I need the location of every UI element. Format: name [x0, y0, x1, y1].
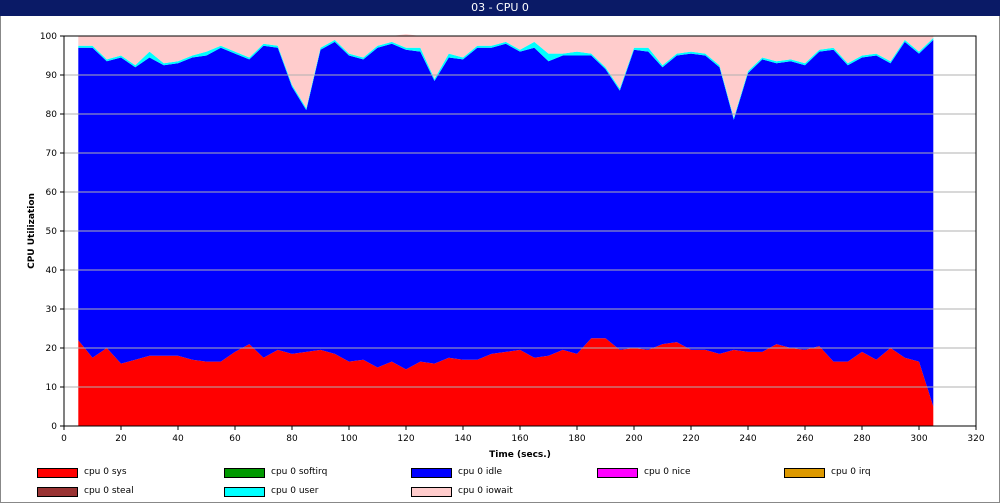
y-tick-label: 80 — [46, 110, 58, 120]
x-tick-label: 120 — [397, 434, 414, 444]
gridlines — [64, 74, 976, 388]
legend-label: cpu 0 sys — [84, 467, 127, 477]
x-tick-label: 60 — [229, 434, 241, 444]
legend-label: cpu 0 nice — [644, 467, 691, 477]
legend-swatch — [224, 487, 265, 497]
legend-swatch — [37, 487, 78, 497]
window-title: 03 - CPU 0 — [0, 0, 1000, 16]
x-tick-label: 140 — [454, 434, 471, 444]
legend-label: cpu 0 iowait — [458, 486, 513, 496]
legend-label: cpu 0 irq — [831, 467, 871, 477]
x-tick-label: 0 — [61, 434, 67, 444]
y-tick-label: 70 — [46, 149, 58, 159]
legend-swatch — [597, 468, 638, 478]
x-axis-label: Time (secs.) — [489, 450, 551, 460]
y-axis-label: CPU Utilization — [27, 193, 37, 269]
area-cpu-0-idle — [78, 39, 934, 407]
y-tick-label: 100 — [40, 32, 57, 42]
legend-label: cpu 0 softirq — [271, 467, 328, 477]
y-tick-label: 0 — [51, 422, 57, 432]
legend-swatch — [411, 487, 452, 497]
x-tick-label: 160 — [511, 434, 528, 444]
x-tick-label: 240 — [739, 434, 756, 444]
legend-swatch — [224, 468, 265, 478]
x-tick-label: 280 — [853, 434, 870, 444]
legend-label: cpu 0 idle — [458, 467, 503, 477]
chart-areas — [78, 34, 934, 426]
area-cpu-0-sys — [78, 338, 934, 426]
y-tick-label: 30 — [46, 305, 58, 315]
x-axis-ticks: 0 20 40 60 80 100 120 140 160 180 200 220 240 260 280 3… — [61, 426, 985, 444]
x-tick-label: 320 — [967, 434, 984, 444]
y-tick-label: 90 — [46, 71, 58, 81]
y-axis-ticks: 0 10 20 30 40 50 60 70 80 90 100 — [40, 32, 64, 432]
legend-swatch — [411, 468, 452, 478]
x-tick-label: 100 — [340, 434, 357, 444]
legend-label: cpu 0 steal — [84, 486, 134, 496]
x-tick-label: 300 — [910, 434, 927, 444]
x-tick-label: 220 — [682, 434, 699, 444]
y-tick-label: 60 — [46, 188, 58, 198]
x-tick-label: 80 — [286, 434, 298, 444]
x-tick-label: 20 — [115, 434, 127, 444]
y-tick-label: 50 — [46, 227, 58, 237]
legend-swatch — [37, 468, 78, 478]
x-tick-label: 200 — [625, 434, 642, 444]
legend-swatch — [784, 468, 825, 478]
x-tick-label: 40 — [172, 434, 184, 444]
y-tick-label: 20 — [46, 344, 58, 354]
cpu-utilization-chart: 0 20 40 60 80 100 120 140 160 180 200 220 240 260 280 3… — [27, 32, 985, 460]
legend-label: cpu 0 user — [271, 486, 319, 496]
y-tick-label: 10 — [46, 383, 58, 393]
area-cpu-0-iowait — [78, 34, 934, 118]
x-tick-label: 260 — [796, 434, 813, 444]
x-tick-label: 180 — [568, 434, 585, 444]
y-tick-label: 40 — [46, 266, 58, 276]
